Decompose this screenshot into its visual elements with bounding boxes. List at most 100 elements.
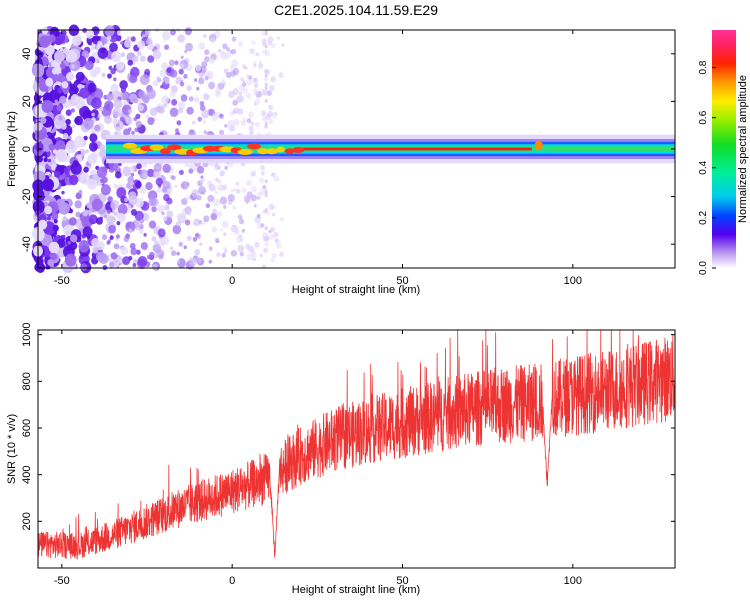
spectrogram-noise-blob xyxy=(59,95,67,104)
spectrogram-noise-blob xyxy=(106,35,112,41)
spectrogram-noise-blob xyxy=(80,263,88,271)
spectrogram-noise-blob xyxy=(85,29,95,39)
spectrogram-noise-blob xyxy=(91,237,101,248)
spectrogram-noise-blob xyxy=(128,109,132,114)
spectrogram-noise-blob xyxy=(164,44,170,50)
spectrogram-noise-blob xyxy=(226,46,231,52)
spectrogram-noise-blob xyxy=(62,216,68,222)
spectrogram-noise-blob xyxy=(139,224,144,230)
spectrogram-noise-blob xyxy=(149,43,155,49)
spectrogram-noise-blob xyxy=(157,204,165,213)
spectrogram-noise-blob xyxy=(271,172,275,177)
colorbar-label: Normalized spectral amplitude xyxy=(737,75,749,223)
spectrogram-noise-blob xyxy=(264,124,268,129)
spectrogram-noise-blob xyxy=(169,91,176,98)
spectrogram-noise-blob xyxy=(136,163,142,170)
spectrogram-noise-blob xyxy=(220,50,225,55)
spectrogram-noise-blob xyxy=(268,104,274,111)
spectrogram-noise-blob xyxy=(91,112,95,117)
spectrogram-noise-blob xyxy=(88,214,98,225)
spectrogram-noise-blob xyxy=(125,233,130,239)
spectrogram-noise-blob xyxy=(60,123,67,130)
spectrogram-noise-blob xyxy=(139,74,150,85)
spectrogram-noise-blob xyxy=(33,188,45,202)
spectrogram-noise-blob xyxy=(217,166,221,170)
spectrogram-noise-blob xyxy=(237,214,243,220)
spectrogram-noise-blob xyxy=(55,31,60,36)
spectrogram-noise-blob xyxy=(216,210,223,218)
spectrogram-noise-blob xyxy=(264,73,268,78)
spectrogram-noise-blob xyxy=(107,239,111,244)
spectrogram-noise-blob xyxy=(122,166,132,177)
spectrogram-noise-blob xyxy=(130,36,136,42)
spectrogram-noise-blob xyxy=(94,124,101,132)
spectrogram-noise-blob xyxy=(184,27,192,36)
spectrogram-noise-blob xyxy=(91,97,102,109)
spectrogram-noise-blob xyxy=(256,214,261,218)
spectrogram-noise-blob xyxy=(44,205,52,215)
spectrogram-noise-blob xyxy=(246,78,253,86)
spectrogram-noise-blob xyxy=(71,124,76,129)
spectrogram-noise-blob xyxy=(264,30,268,35)
spectrogram-noise-blob xyxy=(259,253,263,258)
spectrogram-noise-blob xyxy=(96,166,108,178)
spectrogram-noise-blob xyxy=(116,221,121,226)
spectrogram-marks xyxy=(31,24,675,274)
spectrogram-noise-blob xyxy=(58,202,70,215)
spectrogram-noise-blob xyxy=(211,37,215,42)
spectrogram-noise-blob xyxy=(158,254,164,260)
spectrogram-noise-blob xyxy=(138,228,144,235)
spectrogram-noise-blob xyxy=(186,235,192,241)
spectrogram-noise-blob xyxy=(263,76,268,82)
x-tick-label: 100 xyxy=(564,275,582,287)
spectrogram-noise-blob xyxy=(219,129,225,136)
spectrogram-noise-blob xyxy=(109,42,118,53)
spectrogram-noise-blob xyxy=(269,84,275,91)
spectrogram-noise-blob xyxy=(151,236,157,242)
spectrogram-noise-blob xyxy=(133,98,139,104)
spectrogram-ridge-blob xyxy=(149,144,164,151)
spectrogram-noise-blob xyxy=(61,190,65,195)
spectrogram-noise-blob xyxy=(47,158,52,163)
spectrogram-noise-blob xyxy=(136,51,142,57)
spectrogram-noise-blob xyxy=(68,174,79,186)
spectrogram-noise-blob xyxy=(267,36,274,43)
spectrogram-noise-blob xyxy=(232,99,238,106)
spectrogram-noise-blob xyxy=(40,116,47,124)
spectrogram-ridge-blob xyxy=(237,149,253,156)
spectrogram-noise-blob xyxy=(146,37,153,46)
y-tick-label: 600 xyxy=(21,419,33,437)
spectrogram-noise-blob xyxy=(224,165,229,170)
spectrogram-noise-blob xyxy=(264,241,269,247)
colorbar-tick-label: 0.6 xyxy=(698,110,709,124)
spectrogram-noise-blob xyxy=(120,52,126,58)
spectrogram-noise-blob xyxy=(153,163,162,172)
spectrogram-noise-blob xyxy=(270,42,276,49)
spectrogram-noise-blob xyxy=(85,149,89,154)
spectrogram-noise-blob xyxy=(210,212,218,221)
spectrogram-noise-blob xyxy=(158,106,166,114)
spectrogram-noise-blob xyxy=(184,219,191,226)
spectrogram-noise-blob xyxy=(113,261,120,268)
spectrogram-noise-blob xyxy=(89,141,98,152)
spectrogram-noise-blob xyxy=(268,118,274,125)
spectrogram-noise-blob xyxy=(175,220,182,227)
spectrogram-noise-blob xyxy=(116,123,120,128)
spectrogram-noise-blob xyxy=(143,233,147,237)
spectrogram-noise-blob xyxy=(164,204,170,211)
spectrogram-noise-blob xyxy=(188,96,194,102)
spectrogram-noise-blob xyxy=(199,242,203,246)
spectrogram-noise-blob xyxy=(172,224,182,235)
spectrogram-noise-blob xyxy=(153,169,162,179)
spectrogram-bump xyxy=(534,140,543,151)
spectrogram-noise-blob xyxy=(162,163,171,173)
spectrogram-noise-blob xyxy=(271,252,278,259)
spectrogram-noise-blob xyxy=(209,184,217,193)
spectrogram-noise-blob xyxy=(109,235,114,240)
spectrogram-noise-blob xyxy=(188,168,194,174)
spectrogram-noise-blob xyxy=(201,61,208,68)
spectrogram-noise-blob xyxy=(264,189,268,194)
spectrogram-noise-blob xyxy=(55,149,68,162)
spectrogram-noise-blob xyxy=(170,175,175,180)
spectrogram-noise-blob xyxy=(92,173,99,181)
